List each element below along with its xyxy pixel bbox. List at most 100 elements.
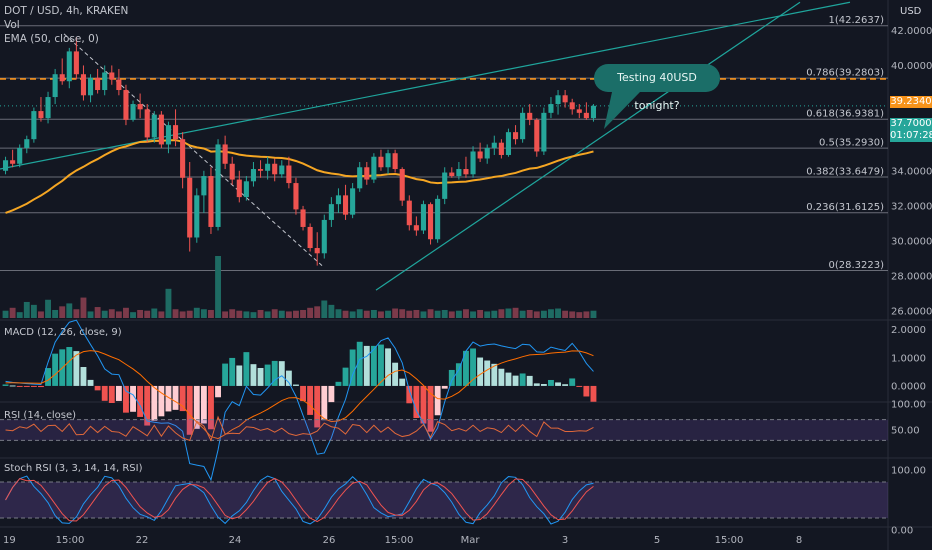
time-tick-label: 19: [3, 535, 16, 546]
macd-histogram-bar: [108, 385, 115, 403]
macd-histogram-bar: [130, 385, 136, 412]
macd-histogram-bar: [23, 385, 30, 387]
macd-histogram-bar: [285, 370, 292, 386]
volume-bar: [307, 307, 314, 318]
rsi-label[interactable]: RSI (14, close): [4, 410, 77, 421]
stoch-rsi-label[interactable]: Stoch RSI (3, 3, 14, 14, RSI): [4, 463, 143, 474]
candle-body: [300, 209, 306, 227]
volume-bar: [328, 304, 335, 318]
macd-histogram-bar: [434, 385, 441, 416]
candle-body: [505, 132, 512, 155]
macd-histogram-bar: [533, 383, 540, 386]
volume-bar: [208, 309, 214, 318]
volume-bar: [512, 307, 519, 318]
candle-body: [427, 204, 434, 240]
candle-body: [357, 167, 363, 189]
candle-body: [520, 112, 526, 140]
candle-body: [257, 169, 264, 171]
candle-body: [420, 204, 427, 231]
macd-histogram-bar: [548, 379, 554, 386]
macd-histogram-bar: [144, 385, 151, 426]
fib-level-label: 0.236(31.6125): [806, 202, 884, 213]
volume-bar: [200, 309, 207, 318]
volume-bar: [2, 310, 9, 318]
volume-label[interactable]: Vol: [4, 19, 20, 31]
macd-histogram-bar: [158, 385, 165, 417]
chart-legend: DOT / USD, 4h, KRAKEN Vol EMA (50, close…: [4, 4, 128, 46]
volume-bar: [576, 312, 583, 318]
volume-bar: [314, 306, 321, 318]
candle-body: [477, 151, 483, 159]
macd-histogram-bar: [569, 378, 576, 386]
volume-bar: [52, 309, 59, 318]
volume-bar: [505, 308, 512, 318]
volume-bar: [179, 311, 186, 318]
volume-bar: [30, 304, 37, 318]
volume-bar: [293, 310, 299, 318]
volume-bar: [80, 297, 87, 318]
volume-bar: [491, 310, 498, 318]
candle-body: [314, 248, 320, 254]
volume-bar: [413, 309, 420, 318]
candle-body: [87, 77, 94, 96]
candle-body: [576, 109, 582, 113]
candle-body: [272, 163, 278, 175]
stoch-k-line: [5, 475, 594, 525]
candle-body: [392, 153, 398, 170]
macd-histogram-bar: [448, 369, 455, 386]
candle-body: [201, 176, 207, 196]
macd-histogram-bar: [583, 385, 590, 397]
stoch-tick-label: 100.00: [891, 466, 926, 477]
volume-bar: [441, 309, 448, 318]
macd-tick-label: 1.0000: [891, 353, 926, 364]
trendline-rising-support: [375, 1, 801, 291]
candle-body: [17, 147, 23, 164]
candle-body: [236, 179, 242, 198]
macd-histogram-bar: [463, 350, 469, 386]
macd-histogram-bar: [470, 348, 476, 386]
macd-histogram-bar: [243, 352, 250, 386]
candle-body: [158, 114, 164, 145]
annotation-callout[interactable]: Testing 40USD tonight?: [594, 64, 720, 112]
macd-label[interactable]: MACD (12, 26, close, 9): [4, 327, 122, 338]
volume-bar: [137, 309, 144, 318]
candle-body: [385, 153, 391, 168]
candle-body: [215, 144, 221, 227]
macd-histogram-bar: [349, 349, 356, 386]
candle-body: [172, 125, 179, 140]
volume-bar: [123, 307, 129, 318]
volume-bar: [257, 309, 264, 318]
last-price-value: 37.7000: [890, 118, 932, 129]
volume-bar: [335, 309, 342, 318]
macd-histogram-bar: [491, 363, 498, 386]
candle-body: [364, 167, 370, 180]
symbol-title[interactable]: DOT / USD, 4h, KRAKEN: [4, 5, 129, 17]
macd-histogram-bar: [420, 385, 427, 424]
volume-bar: [9, 307, 16, 318]
macd-histogram-bar: [519, 373, 526, 386]
time-tick-label: 15:00: [385, 535, 414, 546]
stoch-d-line: [5, 477, 594, 523]
candle-body: [95, 77, 101, 91]
candle-body: [512, 132, 519, 140]
volume-bar: [370, 309, 377, 318]
macd-histogram-bar: [179, 385, 186, 412]
volume-bar: [569, 311, 576, 318]
candle-body: [286, 165, 292, 184]
candle-body: [229, 163, 235, 180]
candle-body: [590, 105, 597, 119]
macd-histogram-bar: [505, 372, 512, 386]
candle-body: [180, 139, 186, 178]
volume-bar: [562, 310, 569, 318]
candle-body: [24, 139, 30, 148]
ema-label[interactable]: EMA (50, close, 0): [4, 33, 99, 45]
macd-histogram-bar: [392, 362, 399, 386]
candle-body: [59, 74, 65, 82]
macd-histogram-bar: [300, 385, 306, 402]
price-tick-label: 40.0000: [891, 61, 932, 72]
macd-histogram-bar: [38, 385, 44, 388]
candle-body: [321, 219, 327, 254]
volume-bar: [420, 311, 427, 318]
volume-bar: [172, 309, 179, 318]
